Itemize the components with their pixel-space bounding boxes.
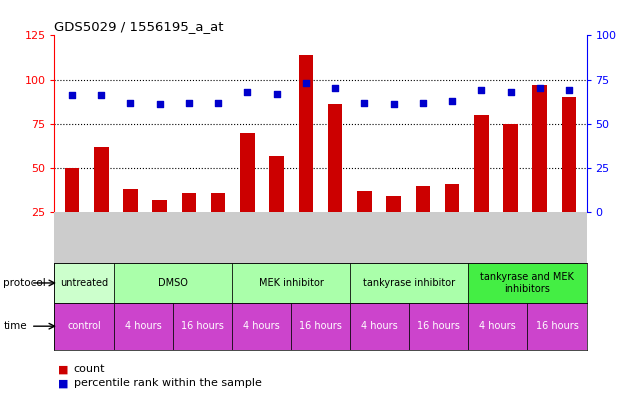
Point xyxy=(154,101,165,107)
Bar xyxy=(445,184,460,212)
Point xyxy=(301,80,311,86)
Bar xyxy=(562,97,576,212)
Point xyxy=(564,87,574,93)
Bar xyxy=(65,168,79,212)
Point xyxy=(184,99,194,106)
Bar xyxy=(469,263,587,303)
Bar xyxy=(54,303,113,350)
Bar xyxy=(181,193,196,212)
Bar xyxy=(474,115,488,212)
Text: DMSO: DMSO xyxy=(158,278,188,288)
Bar xyxy=(211,193,226,212)
Bar xyxy=(113,263,232,303)
Text: 16 hours: 16 hours xyxy=(417,321,460,331)
Text: 4 hours: 4 hours xyxy=(243,321,279,331)
Bar xyxy=(172,303,232,350)
Bar xyxy=(415,185,430,212)
Bar xyxy=(409,303,469,350)
Point xyxy=(476,87,487,93)
Point xyxy=(126,99,136,106)
Text: 4 hours: 4 hours xyxy=(362,321,398,331)
Bar xyxy=(113,303,172,350)
Text: untreated: untreated xyxy=(60,278,108,288)
Bar xyxy=(269,156,284,212)
Point xyxy=(418,99,428,106)
Bar xyxy=(54,263,113,303)
Point xyxy=(272,90,282,97)
Text: tankyrase and MEK
inhibitors: tankyrase and MEK inhibitors xyxy=(481,272,574,294)
Text: count: count xyxy=(74,364,105,375)
Point xyxy=(505,89,515,95)
Point xyxy=(359,99,369,106)
Bar xyxy=(350,303,409,350)
Text: MEK inhibitor: MEK inhibitor xyxy=(258,278,323,288)
Text: 16 hours: 16 hours xyxy=(535,321,578,331)
Point xyxy=(213,99,223,106)
Bar xyxy=(232,263,350,303)
Bar xyxy=(94,147,108,212)
Bar xyxy=(299,55,313,212)
Bar xyxy=(350,263,469,303)
Text: time: time xyxy=(3,321,27,331)
Point xyxy=(96,92,106,99)
Point xyxy=(535,85,545,92)
Text: 4 hours: 4 hours xyxy=(125,321,162,331)
Bar xyxy=(503,124,518,212)
Text: control: control xyxy=(67,321,101,331)
Bar xyxy=(469,303,528,350)
Bar xyxy=(123,189,138,212)
Text: percentile rank within the sample: percentile rank within the sample xyxy=(74,378,262,388)
Text: ■: ■ xyxy=(58,378,68,388)
Bar xyxy=(153,200,167,212)
Text: tankyrase inhibitor: tankyrase inhibitor xyxy=(363,278,455,288)
Bar xyxy=(291,303,350,350)
Text: protocol: protocol xyxy=(3,278,46,288)
Text: 16 hours: 16 hours xyxy=(299,321,342,331)
Bar xyxy=(528,303,587,350)
Text: 4 hours: 4 hours xyxy=(479,321,516,331)
Bar xyxy=(240,132,254,212)
Point xyxy=(447,97,457,104)
Text: GDS5029 / 1556195_a_at: GDS5029 / 1556195_a_at xyxy=(54,20,224,33)
Point xyxy=(67,92,77,99)
Text: ■: ■ xyxy=(58,364,68,375)
Bar xyxy=(533,85,547,212)
Point xyxy=(330,85,340,92)
Bar xyxy=(357,191,372,212)
Point xyxy=(242,89,253,95)
Bar xyxy=(232,303,291,350)
Bar xyxy=(387,196,401,212)
Point xyxy=(388,101,399,107)
Bar xyxy=(328,104,342,212)
Text: 16 hours: 16 hours xyxy=(181,321,224,331)
